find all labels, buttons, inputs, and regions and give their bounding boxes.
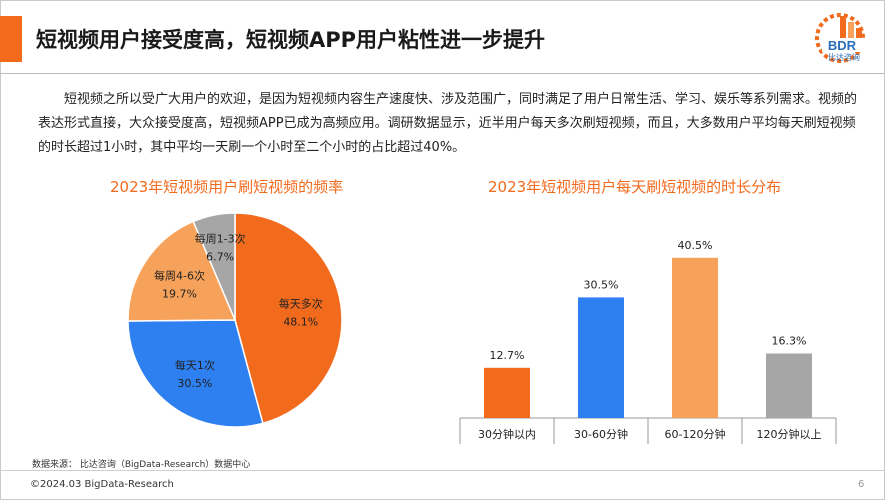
bar-value-label: 30.5%: [584, 278, 619, 291]
x-tick-label: 30分钟以内: [478, 427, 536, 441]
footer-divider: [0, 470, 885, 471]
x-tick-label: 60-120分钟: [665, 427, 726, 441]
bar: [578, 297, 624, 418]
bar-value-label: 12.7%: [490, 349, 525, 362]
logo-text: BDR: [828, 38, 857, 53]
pie-category-label: 每天多次: [279, 296, 323, 310]
bar-chart-title: 2023年短视频用户每天刷短视频的时长分布: [488, 178, 782, 196]
pie-category-label: 每天1次: [175, 358, 215, 372]
bar: [766, 353, 812, 418]
pie-value-label: 6.7%: [206, 251, 234, 264]
pie-chart-title: 2023年短视频用户刷短视频的频率: [110, 178, 344, 196]
logo-subtitle: 比达咨询: [828, 53, 860, 62]
bar-value-label: 40.5%: [678, 239, 713, 252]
title-accent-bar: [0, 16, 22, 62]
pie-value-label: 19.7%: [162, 288, 197, 301]
data-source: 数据来源： 比达咨询（BigData-Research）数据中心: [32, 460, 251, 470]
page-number: 6: [858, 479, 865, 490]
bar-value-label: 16.3%: [772, 335, 807, 348]
copyright: ©2024.03 BigData-Research: [30, 479, 174, 490]
pie-slice: [234, 212, 343, 425]
pie-value-label: 30.5%: [177, 377, 212, 390]
bar-chart: 12.7% 30分钟以内 30.5% 30-60分钟 40.5% 60-120分钟 16.3…: [459, 239, 837, 444]
pie-slice: [127, 319, 264, 428]
pie-value-label: 48.1%: [283, 315, 318, 328]
pie-chart: 每天多次 48.1% 每天1次 30.5% 每周4-6次 19.7% 每周1-3次 6.7%: [127, 212, 343, 428]
pie-category-label: 每周4-6次: [154, 269, 205, 283]
page-title: 短视频用户接受度高，短视频APP用户粘性进一步提升: [36, 28, 546, 52]
bar: [672, 257, 718, 418]
pie-category-label: 每周1-3次: [195, 232, 246, 246]
intro-paragraph: 短视频之所以受广大用户的欢迎，是因为短视频内容生产速度快、涉及范围广，同时满足了…: [38, 92, 858, 155]
bar: [484, 367, 530, 418]
pie-slice: [192, 212, 236, 321]
x-tick-label: 120分钟以上: [757, 427, 822, 441]
bdr-logo-icon: BDR: [815, 13, 866, 63]
x-tick-label: 30-60分钟: [574, 427, 628, 441]
title-divider: [0, 73, 885, 74]
pie-slice: [127, 220, 237, 322]
